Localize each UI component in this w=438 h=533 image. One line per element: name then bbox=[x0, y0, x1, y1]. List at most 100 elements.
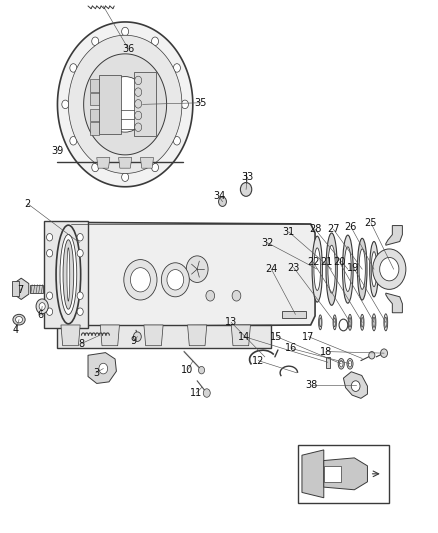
Text: 23: 23 bbox=[287, 263, 300, 272]
Circle shape bbox=[77, 233, 83, 241]
Polygon shape bbox=[97, 158, 110, 168]
Ellipse shape bbox=[348, 314, 352, 330]
Ellipse shape bbox=[373, 317, 375, 327]
Text: 33: 33 bbox=[241, 172, 254, 182]
Polygon shape bbox=[386, 225, 403, 245]
Circle shape bbox=[240, 182, 252, 196]
Ellipse shape bbox=[370, 241, 378, 297]
Text: 18: 18 bbox=[320, 346, 332, 357]
Circle shape bbox=[381, 349, 388, 358]
Ellipse shape bbox=[359, 249, 365, 289]
Text: 7: 7 bbox=[17, 286, 24, 295]
Ellipse shape bbox=[384, 314, 388, 331]
Text: 3: 3 bbox=[93, 368, 99, 378]
Circle shape bbox=[122, 27, 129, 36]
Polygon shape bbox=[187, 325, 207, 346]
Polygon shape bbox=[61, 325, 80, 346]
Polygon shape bbox=[141, 158, 153, 168]
Circle shape bbox=[203, 389, 210, 397]
Circle shape bbox=[135, 100, 142, 108]
Polygon shape bbox=[57, 325, 272, 348]
Polygon shape bbox=[302, 450, 324, 498]
Ellipse shape bbox=[357, 238, 367, 300]
Circle shape bbox=[369, 352, 375, 359]
Ellipse shape bbox=[328, 245, 336, 293]
Polygon shape bbox=[100, 325, 120, 346]
Circle shape bbox=[206, 290, 215, 301]
Circle shape bbox=[92, 37, 99, 45]
Circle shape bbox=[135, 76, 142, 85]
Circle shape bbox=[46, 249, 53, 257]
Circle shape bbox=[99, 364, 108, 374]
Polygon shape bbox=[324, 458, 367, 490]
Ellipse shape bbox=[349, 318, 351, 327]
Circle shape bbox=[135, 123, 142, 132]
Circle shape bbox=[70, 136, 77, 145]
Text: 14: 14 bbox=[238, 332, 251, 342]
Ellipse shape bbox=[15, 317, 22, 323]
Circle shape bbox=[232, 290, 241, 301]
Text: 36: 36 bbox=[122, 44, 134, 53]
Text: 21: 21 bbox=[320, 257, 332, 267]
Circle shape bbox=[92, 163, 99, 172]
Polygon shape bbox=[44, 221, 88, 328]
Polygon shape bbox=[90, 109, 99, 122]
Polygon shape bbox=[90, 79, 99, 92]
Circle shape bbox=[46, 233, 53, 241]
Text: 35: 35 bbox=[194, 98, 207, 108]
Polygon shape bbox=[84, 54, 166, 155]
Text: 6: 6 bbox=[38, 310, 44, 320]
Text: 13: 13 bbox=[225, 317, 237, 327]
Polygon shape bbox=[324, 466, 341, 482]
Bar bbox=[297, 445, 389, 503]
Circle shape bbox=[167, 270, 184, 290]
Circle shape bbox=[134, 332, 141, 342]
Text: 26: 26 bbox=[345, 222, 357, 232]
Ellipse shape bbox=[339, 361, 343, 367]
Text: 9: 9 bbox=[131, 336, 137, 346]
Bar bbox=[30, 285, 43, 293]
Ellipse shape bbox=[67, 248, 70, 301]
Ellipse shape bbox=[63, 240, 74, 309]
Text: 10: 10 bbox=[181, 365, 194, 375]
Text: 11: 11 bbox=[190, 388, 202, 398]
Circle shape bbox=[152, 163, 159, 172]
Bar bbox=[12, 281, 19, 296]
Circle shape bbox=[124, 260, 157, 300]
Ellipse shape bbox=[334, 318, 336, 327]
Text: 22: 22 bbox=[307, 257, 320, 267]
Bar bbox=[326, 357, 330, 368]
Circle shape bbox=[62, 100, 69, 109]
Polygon shape bbox=[134, 72, 155, 136]
Circle shape bbox=[198, 367, 205, 374]
Circle shape bbox=[219, 197, 226, 206]
Polygon shape bbox=[68, 35, 182, 173]
Text: 39: 39 bbox=[51, 146, 64, 156]
Circle shape bbox=[373, 249, 406, 289]
Ellipse shape bbox=[312, 236, 322, 302]
Ellipse shape bbox=[314, 248, 321, 290]
Text: 27: 27 bbox=[327, 224, 339, 235]
Ellipse shape bbox=[319, 318, 321, 327]
Polygon shape bbox=[343, 372, 367, 398]
Polygon shape bbox=[88, 353, 117, 383]
Circle shape bbox=[39, 303, 45, 310]
Ellipse shape bbox=[326, 233, 337, 305]
Circle shape bbox=[70, 63, 77, 72]
Polygon shape bbox=[66, 222, 315, 327]
Ellipse shape bbox=[348, 361, 352, 367]
Text: 12: 12 bbox=[252, 356, 265, 366]
Bar bbox=[283, 311, 306, 318]
Circle shape bbox=[161, 263, 189, 297]
Polygon shape bbox=[14, 278, 29, 300]
Text: 24: 24 bbox=[265, 264, 278, 274]
Ellipse shape bbox=[361, 318, 363, 327]
Circle shape bbox=[122, 173, 129, 181]
Ellipse shape bbox=[344, 247, 351, 292]
Text: 25: 25 bbox=[365, 218, 377, 228]
Text: 19: 19 bbox=[347, 263, 360, 272]
Ellipse shape bbox=[372, 314, 376, 331]
Ellipse shape bbox=[13, 314, 25, 325]
Polygon shape bbox=[99, 75, 121, 134]
Circle shape bbox=[173, 136, 180, 145]
